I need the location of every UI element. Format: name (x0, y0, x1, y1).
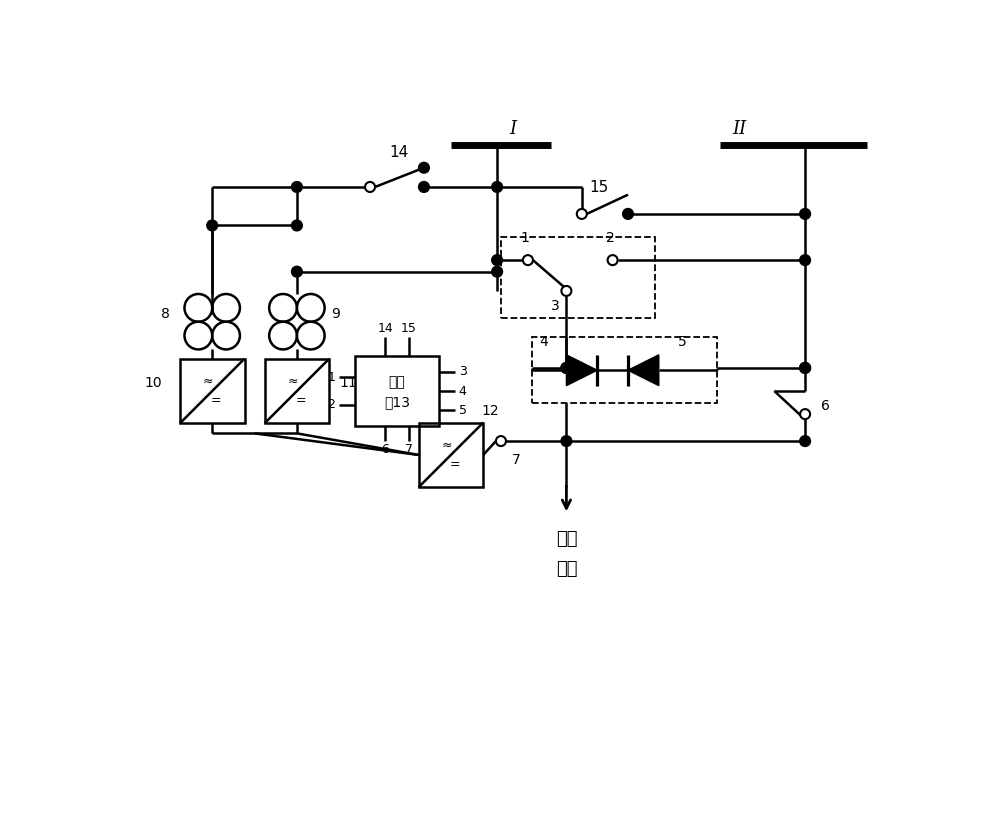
Circle shape (292, 220, 302, 231)
Bar (355, 357, 439, 426)
Circle shape (800, 409, 810, 419)
Circle shape (800, 362, 810, 373)
Bar (501, 237, 655, 318)
Circle shape (292, 267, 302, 277)
Text: 10: 10 (145, 377, 162, 391)
Text: 3: 3 (551, 298, 560, 312)
Text: 2: 2 (606, 231, 615, 245)
Circle shape (623, 208, 633, 219)
Bar (419, 422, 483, 487)
Circle shape (523, 255, 533, 265)
Circle shape (492, 267, 502, 277)
Circle shape (561, 436, 572, 446)
Circle shape (577, 209, 587, 219)
Text: 器13: 器13 (384, 396, 410, 410)
Text: 控制: 控制 (389, 375, 405, 389)
Text: 15: 15 (590, 180, 609, 195)
Text: 9: 9 (332, 307, 340, 321)
Text: 14: 14 (378, 322, 393, 335)
Circle shape (207, 220, 218, 231)
Text: 11: 11 (339, 377, 357, 391)
Circle shape (492, 255, 502, 266)
Text: 7: 7 (512, 452, 521, 466)
Circle shape (561, 362, 572, 373)
Bar (180, 359, 245, 423)
Circle shape (561, 286, 571, 296)
Text: ≈: ≈ (203, 376, 214, 388)
Circle shape (800, 436, 810, 446)
Circle shape (496, 436, 506, 446)
Text: 4: 4 (539, 335, 548, 349)
Text: 5: 5 (678, 335, 686, 349)
Text: 15: 15 (401, 322, 416, 335)
Text: 6: 6 (382, 443, 389, 456)
Polygon shape (628, 355, 659, 386)
Text: II: II (733, 120, 747, 138)
Text: 8: 8 (161, 307, 170, 321)
Polygon shape (566, 355, 597, 386)
Text: 1: 1 (328, 371, 335, 384)
Text: 4: 4 (459, 385, 466, 397)
Circle shape (419, 162, 429, 173)
Text: 14: 14 (389, 145, 409, 160)
Text: I: I (509, 120, 516, 138)
Text: =: = (295, 394, 306, 407)
Text: 3: 3 (459, 365, 466, 378)
Bar (532, 337, 717, 402)
Text: 1: 1 (520, 231, 529, 245)
Text: 敏感: 敏感 (556, 530, 577, 547)
Circle shape (561, 362, 572, 373)
Circle shape (800, 255, 810, 266)
Text: 负荷: 负荷 (556, 561, 577, 578)
Circle shape (800, 208, 810, 219)
Circle shape (608, 255, 618, 265)
Circle shape (419, 182, 429, 192)
Bar (265, 359, 329, 423)
Text: =: = (449, 457, 460, 471)
Text: 6: 6 (821, 399, 829, 413)
Text: 2: 2 (328, 398, 335, 412)
Text: 5: 5 (459, 404, 467, 416)
Text: =: = (211, 394, 221, 407)
Text: 12: 12 (482, 404, 499, 418)
Circle shape (800, 362, 810, 373)
Text: ≈: ≈ (288, 376, 298, 388)
Circle shape (365, 182, 375, 192)
Text: ≈: ≈ (442, 439, 452, 452)
Circle shape (492, 182, 502, 192)
Circle shape (292, 182, 302, 192)
Text: 7: 7 (405, 443, 413, 456)
